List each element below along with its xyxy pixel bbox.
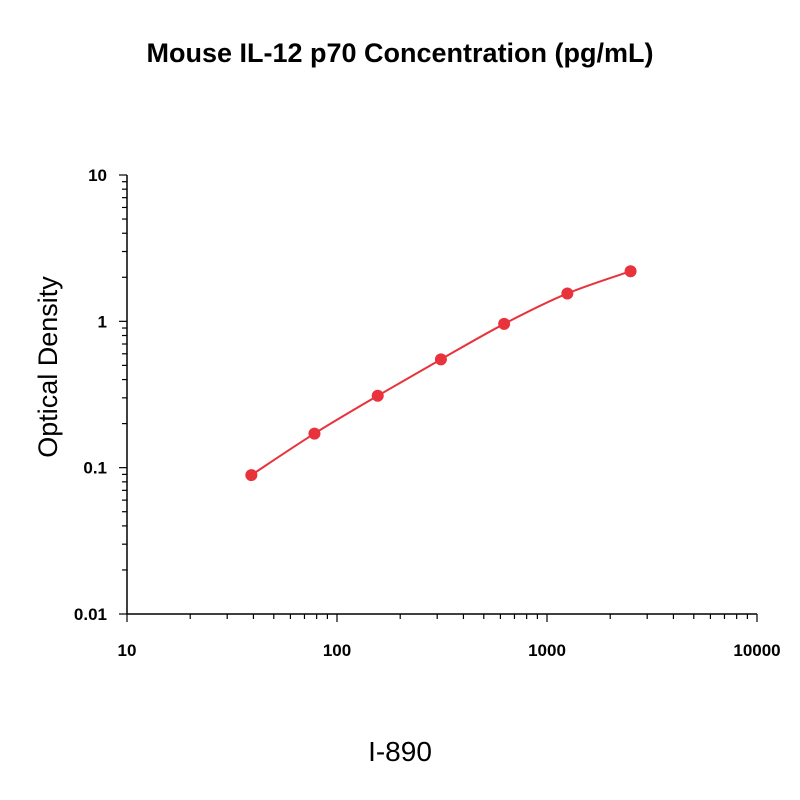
catalog-number: I-890 [368,736,432,767]
data-point [561,287,574,300]
fit-curve-layer [250,270,631,476]
data-point [308,427,321,440]
ticks [119,174,758,622]
fit-curve [250,270,631,476]
x-tick-label: 100 [323,641,351,660]
y-tick-label: 0.01 [74,605,107,624]
tick-labels: 10 100 1000 10000 0.01 0.1 1 10 [74,166,781,660]
x-tick-label: 1000 [528,641,566,660]
y-tick-label: 10 [88,166,107,185]
data-point [371,389,384,402]
axes [126,175,757,615]
x-tick-label: 10000 [733,641,780,660]
data-points-layer [245,265,637,482]
y-tick-label: 0.1 [83,459,107,478]
data-point [434,353,447,366]
x-tick-label: 10 [118,641,137,660]
data-point [498,317,511,330]
data-point [245,469,258,482]
y-tick-label: 1 [98,312,107,331]
data-point [624,265,637,278]
chart-title: Mouse IL-12 p70 Concentration (pg/mL) [146,38,654,68]
y-axis-label: Optical Density [33,276,63,458]
